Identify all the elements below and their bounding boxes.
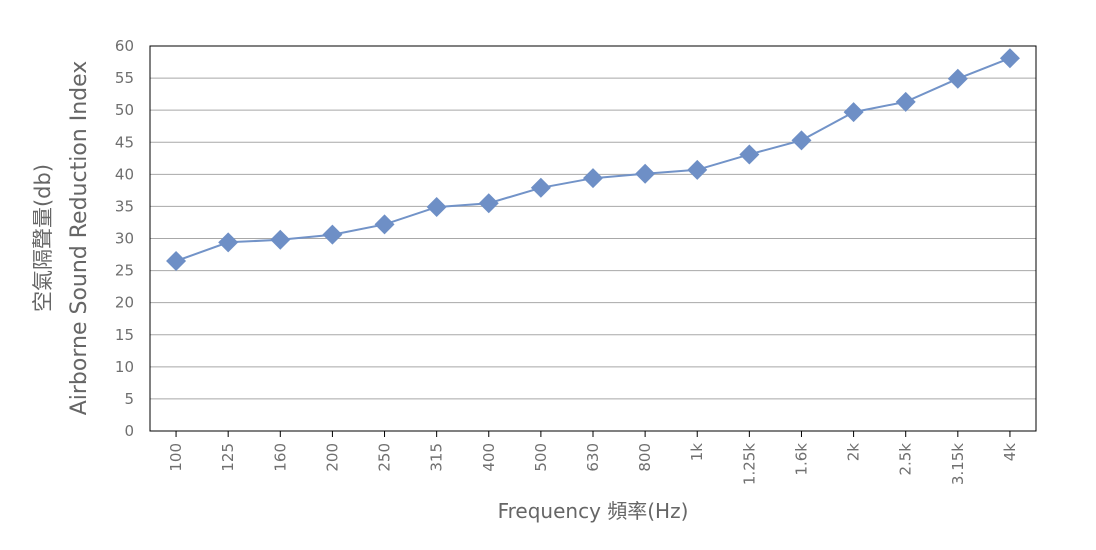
x-tick-label: 200 xyxy=(323,443,341,472)
x-tick-label: 1.25k xyxy=(740,443,758,485)
series-polyline xyxy=(175,57,1011,262)
x-tick-label: 160 xyxy=(271,443,289,472)
data-point-marker xyxy=(843,102,864,123)
x-tick-label: 4k xyxy=(1001,443,1019,462)
y-tick-label: 40 xyxy=(115,165,134,183)
y-tick-label: 25 xyxy=(115,262,134,280)
x-tick-label: 3.15k xyxy=(949,443,967,485)
series-line xyxy=(175,57,1011,262)
x-tick-label: 630 xyxy=(584,443,602,472)
x-tick-label: 800 xyxy=(636,443,654,472)
data-point-marker xyxy=(999,48,1020,69)
data-point-marker xyxy=(218,232,239,253)
y-tick-label: 35 xyxy=(115,197,134,215)
data-point-marker xyxy=(635,163,656,184)
data-point-marker xyxy=(739,144,760,165)
y-tick-label: 5 xyxy=(124,390,134,408)
x-tick-label: 400 xyxy=(480,443,498,472)
x-tick-label: 2.5k xyxy=(897,443,915,476)
data-point-marker xyxy=(687,159,708,180)
y-tick-label: 60 xyxy=(115,37,134,55)
x-tick-label: 125 xyxy=(219,443,237,472)
axes xyxy=(149,45,1037,437)
data-points xyxy=(166,48,1020,271)
x-tick-label: 2k xyxy=(845,443,863,462)
x-tick-label: 500 xyxy=(532,443,550,472)
data-point-marker xyxy=(374,214,395,235)
data-point-marker xyxy=(947,68,968,89)
y-tick-labels: 0 5 10 15 20 25 30 35 40 45 50 55 60 xyxy=(115,37,134,440)
y-axis-title: 空氣隔聲量(db) Airborne Sound Reduction Index xyxy=(31,61,92,416)
data-point-marker xyxy=(426,197,447,218)
y-axis-title-line-2: Airborne Sound Reduction Index xyxy=(67,61,92,416)
y-axis-title-line-1: 空氣隔聲量(db) xyxy=(31,164,55,312)
data-point-marker xyxy=(530,177,551,198)
x-tick-labels: 100 125 160 200 250 315 400 500 630 800 1k 1.25k 1.6… xyxy=(167,443,1019,485)
x-tick-label: 1.6k xyxy=(792,443,810,476)
x-tick-label: 250 xyxy=(376,443,394,472)
x-tick-label: 100 xyxy=(167,443,185,472)
data-point-marker xyxy=(895,91,916,112)
y-tick-label: 10 xyxy=(115,358,134,376)
data-point-marker xyxy=(791,130,812,151)
x-tick-label: 1k xyxy=(688,443,706,462)
x-tick-label: 315 xyxy=(428,443,446,472)
data-point-marker xyxy=(478,193,499,214)
y-tick-label: 15 xyxy=(115,326,134,344)
y-tick-label: 55 xyxy=(115,69,134,87)
y-tick-label: 50 xyxy=(115,101,134,119)
y-tick-label: 45 xyxy=(115,133,134,151)
data-point-marker xyxy=(322,224,343,245)
y-tick-label: 20 xyxy=(115,294,134,312)
x-axis-title: Frequency 頻率(Hz) xyxy=(498,499,689,523)
data-point-marker xyxy=(583,168,603,189)
data-point-marker xyxy=(166,250,187,271)
y-tick-label: 30 xyxy=(115,230,134,248)
y-tick-label: 0 xyxy=(124,422,134,440)
data-point-marker xyxy=(270,229,291,250)
